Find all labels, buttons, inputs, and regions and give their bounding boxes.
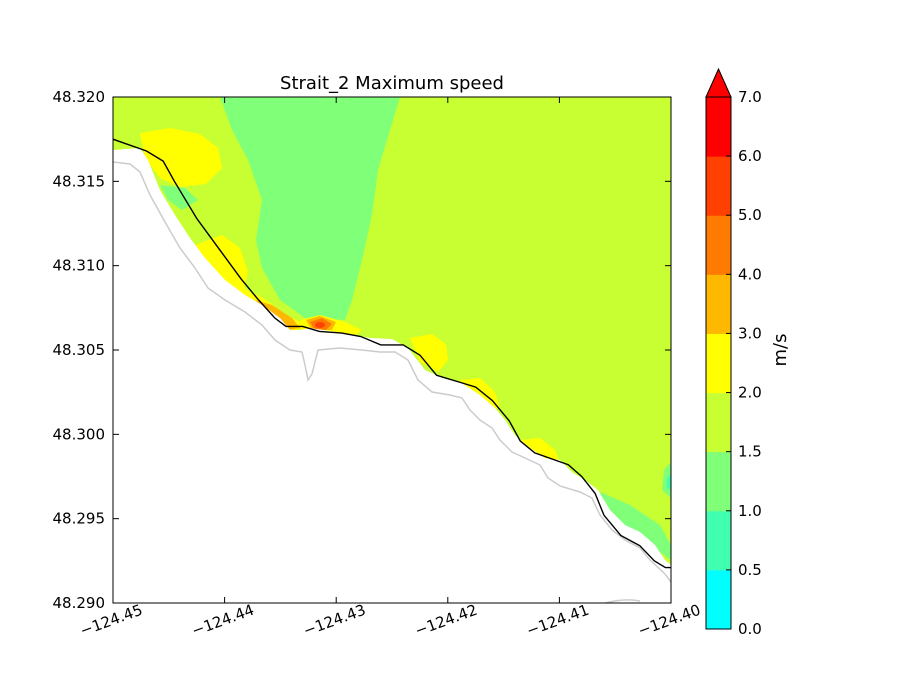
coast-grid-edge xyxy=(113,161,671,583)
x-tick-label: −124.41 xyxy=(524,601,591,640)
colorbar-tick-label: 2.0 xyxy=(738,384,762,402)
colorbar-segment xyxy=(706,97,731,157)
colorbar-segment xyxy=(706,392,731,453)
x-tick-label: −124.43 xyxy=(301,601,368,640)
colorbar-tick-label: 7.0 xyxy=(738,88,762,106)
colorbar-tick-label: 0.0 xyxy=(738,620,762,638)
map-plot-area xyxy=(113,97,671,603)
colorbar-label: m/s xyxy=(770,334,791,367)
colorbar-tick-label: 1.0 xyxy=(738,502,762,520)
y-tick-label: 48.310 xyxy=(53,257,106,275)
speed-peak-5.0-6.0 xyxy=(315,322,325,328)
colorbar-extend-arrow xyxy=(705,67,732,98)
chart-title: Strait_2 Maximum speed xyxy=(280,73,504,94)
y-tick-label: 48.300 xyxy=(53,425,106,443)
colorbar-tick-label: 0.5 xyxy=(738,561,762,579)
y-tick-label: 48.315 xyxy=(53,172,106,190)
y-tick-label: 48.290 xyxy=(53,594,106,612)
y-axis: 48.290 48.295 48.300 48.305 48.310 48.315 48.3… xyxy=(53,88,671,612)
colorbar-tick-label: 4.0 xyxy=(738,265,762,283)
colorbar-segment xyxy=(706,451,731,512)
speed-region-1.0-1.5-east-edge xyxy=(662,462,671,498)
coastline xyxy=(113,138,671,569)
x-tick-label: −124.42 xyxy=(412,601,479,640)
colorbar-segment xyxy=(706,569,731,630)
colorbar-segment xyxy=(706,274,731,334)
speed-region-0.5-1.0-east-edge xyxy=(667,474,671,490)
colorbar: 0.0 0.5 1.0 1.5 2.0 3.0 4.0 5.0 6.0 7.0 xyxy=(705,67,762,638)
colorbar-tick-label: 5.0 xyxy=(738,206,762,224)
speed-region-1.0-1.5-central xyxy=(220,97,400,320)
speed-region-1.0-1.5-southeast xyxy=(600,492,671,560)
y-tick-label: 48.320 xyxy=(53,88,106,106)
colorbar-segment xyxy=(706,510,731,571)
land-area xyxy=(113,148,671,603)
colorbar-frame xyxy=(705,96,732,630)
speed-region-2.0-3.0-mid xyxy=(410,334,448,372)
x-tick-label: −124.44 xyxy=(189,601,256,640)
colorbar-tick-label: 1.5 xyxy=(738,443,762,461)
colorbar-segment xyxy=(706,215,731,275)
coast-grid-edge-bottom xyxy=(604,599,641,603)
speed-region-2.0-3.0-southeast xyxy=(520,438,560,462)
colorbar-tick-label: 3.0 xyxy=(738,324,762,342)
colorbar-tick-label: 6.0 xyxy=(738,147,762,165)
y-tick-label: 48.305 xyxy=(53,341,106,359)
colorbar-segment xyxy=(706,333,731,394)
x-tick-label: −124.40 xyxy=(636,601,703,640)
colorbar-segment xyxy=(706,156,731,216)
speed-region-2.0-3.0-northwest xyxy=(140,128,222,187)
y-tick-label: 48.295 xyxy=(53,510,106,528)
speed-region-1.0-1.5-north xyxy=(343,102,366,138)
